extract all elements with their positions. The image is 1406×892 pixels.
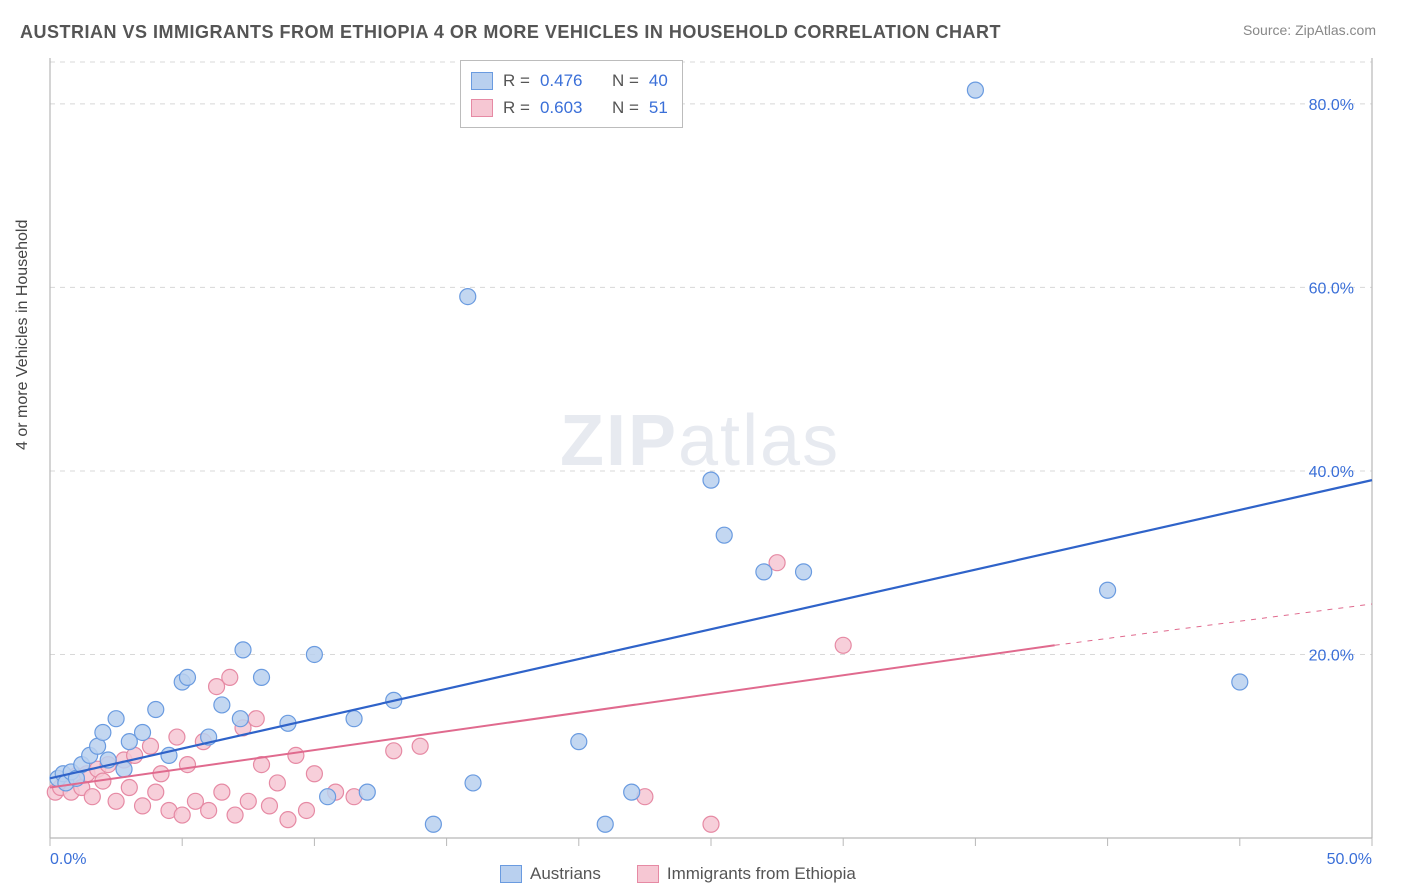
svg-text:20.0%: 20.0% <box>1309 647 1354 664</box>
n-label-a: N = <box>612 67 639 94</box>
svg-text:40.0%: 40.0% <box>1309 464 1354 481</box>
legend-swatch-a <box>500 865 522 883</box>
r-value-a: 0.476 <box>540 67 583 94</box>
svg-text:0.0%: 0.0% <box>50 851 86 868</box>
svg-text:80.0%: 80.0% <box>1309 97 1354 114</box>
correlation-row-b: R = 0.603 N = 51 <box>471 94 668 121</box>
swatch-b <box>471 99 493 117</box>
legend-label-b: Immigrants from Ethiopia <box>667 864 856 884</box>
n-label-b: N = <box>612 94 639 121</box>
correlation-legend: R = 0.476 N = 40 R = 0.603 N = 51 <box>460 60 683 128</box>
svg-text:60.0%: 60.0% <box>1309 280 1354 297</box>
n-value-a: 40 <box>649 67 668 94</box>
legend-item-b: Immigrants from Ethiopia <box>637 864 856 884</box>
scatter-chart: 20.0% 40.0% 60.0% 80.0% 0.0% 50.0% <box>0 0 1406 892</box>
r-label-a: R = <box>503 67 530 94</box>
series-legend: Austrians Immigrants from Ethiopia <box>500 864 856 884</box>
legend-swatch-b <box>637 865 659 883</box>
legend-item-a: Austrians <box>500 864 601 884</box>
n-value-b: 51 <box>649 94 668 121</box>
swatch-a <box>471 72 493 90</box>
correlation-row-a: R = 0.476 N = 40 <box>471 67 668 94</box>
r-label-b: R = <box>503 94 530 121</box>
svg-text:50.0%: 50.0% <box>1327 851 1372 868</box>
r-value-b: 0.603 <box>540 94 583 121</box>
legend-label-a: Austrians <box>530 864 601 884</box>
